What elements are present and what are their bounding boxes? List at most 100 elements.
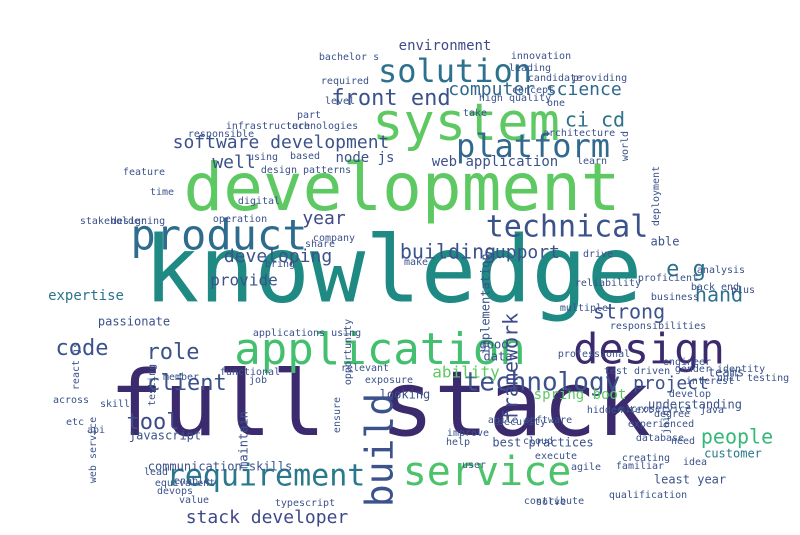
- word-value: value: [179, 495, 209, 506]
- word-need: need: [671, 436, 695, 447]
- word-leading: leading: [509, 63, 551, 74]
- word-good: good: [480, 338, 509, 352]
- word-able: able: [651, 235, 680, 249]
- word-test-driven: test driven: [604, 366, 670, 377]
- word-javascript: javascript: [129, 429, 201, 443]
- word-degree: degree: [654, 409, 690, 420]
- word-agile: agile: [571, 462, 601, 473]
- word-gender-identity: gender identity: [675, 364, 765, 375]
- word-proficient: proficient: [638, 273, 698, 284]
- word-professional: professional: [558, 349, 630, 360]
- word-system: system: [372, 93, 560, 153]
- word-equivalent: equivalent: [155, 478, 215, 489]
- word-multiple: multiple: [560, 303, 608, 314]
- word-join: join: [661, 410, 672, 434]
- word-develop: develop: [669, 389, 711, 400]
- word-job: job: [249, 375, 267, 386]
- word-digital: digital: [238, 196, 280, 207]
- word-candidate: candidate: [528, 73, 582, 84]
- word-computer-science: computer science: [448, 79, 621, 100]
- word-experienced: experienced: [628, 419, 694, 430]
- word-etc: etc: [66, 417, 84, 428]
- word-deployment: deployment: [651, 166, 662, 226]
- word-framework: framework: [499, 313, 523, 421]
- word-help: help: [446, 437, 470, 448]
- word-improve: improve: [447, 428, 489, 439]
- word-enable: enable: [174, 476, 210, 487]
- word-based: based: [290, 151, 320, 162]
- word-take: take: [463, 108, 487, 119]
- word-ability: ability: [432, 363, 500, 382]
- word-share: share: [305, 239, 335, 250]
- word-java: java: [700, 405, 724, 416]
- word-application: application: [234, 324, 525, 375]
- word-providing: providing: [573, 73, 627, 84]
- word-front-end: front end: [331, 86, 450, 111]
- word-required: required: [321, 76, 369, 87]
- word-member: member: [163, 372, 199, 383]
- word-understanding: understanding: [648, 398, 742, 412]
- word-bachelor-s: bachelor s: [319, 52, 379, 63]
- word-knowledge: knowledge: [144, 216, 643, 323]
- word-stack-developer: stack developer: [186, 507, 349, 528]
- word-architecture: architecture: [543, 128, 615, 139]
- word-code: code: [56, 336, 109, 361]
- word-across: across: [53, 395, 89, 406]
- word-analysis: analysis: [697, 265, 745, 276]
- word-applications-using: applications using: [253, 328, 361, 339]
- word-full-stack: full stack: [109, 352, 651, 457]
- word-data: data: [484, 350, 513, 364]
- word-business: business: [651, 292, 699, 303]
- word-provide: provide: [210, 271, 277, 290]
- word-innovation: innovation: [511, 51, 571, 62]
- word-spring-boot: spring boot: [534, 387, 627, 403]
- word-environment: environment: [399, 38, 492, 54]
- word-typescript: typescript: [275, 498, 335, 509]
- word-building: building: [400, 240, 496, 264]
- word-hidden-text: hidden text: [587, 405, 653, 416]
- word-looking: looking: [380, 388, 431, 402]
- word-developing: developing: [224, 246, 332, 267]
- word-well: well: [212, 152, 255, 173]
- word-reliability: reliability: [575, 278, 641, 289]
- word-customer: customer: [704, 447, 762, 461]
- word-skill: skill: [100, 399, 130, 410]
- word-tool: tool: [127, 410, 180, 435]
- word-part: part: [297, 110, 321, 121]
- word-concept: concept: [512, 85, 554, 96]
- word-ci-cd: ci cd: [565, 108, 625, 132]
- word-operation: operation: [213, 214, 267, 225]
- word-level: level: [325, 96, 355, 107]
- word-least-year: least year: [654, 473, 726, 487]
- word-microservice: microservice: [619, 404, 691, 415]
- word-stakeholder: stakeholder: [80, 216, 146, 227]
- word-teams: teams: [708, 366, 744, 380]
- word-lead: lead: [144, 467, 168, 478]
- word-contribute: contribute: [524, 496, 584, 507]
- word-creating: creating: [622, 453, 670, 464]
- word-e-g: e g: [666, 257, 706, 282]
- word-implementation: implementation: [479, 253, 493, 354]
- word-project: project: [633, 373, 709, 394]
- word-best-practices: best practices: [492, 436, 593, 450]
- word-client: client: [147, 371, 226, 396]
- word-idea: idea: [683, 457, 707, 468]
- word-platform: platform: [456, 127, 610, 165]
- word-product: product: [130, 211, 307, 260]
- word-one: one: [547, 98, 565, 109]
- word-software-development: software development: [173, 132, 390, 153]
- word-plus: plus: [731, 285, 755, 296]
- word-web-service: web service: [88, 417, 99, 483]
- word-design: design: [573, 325, 725, 374]
- word-drive: drive: [583, 249, 613, 260]
- word-solve: solve: [536, 497, 566, 508]
- word-technology: technology: [464, 368, 621, 398]
- word-technologies: technologies: [286, 121, 358, 132]
- word-responsibilities: responsibilities: [610, 321, 706, 332]
- word-communication-skills: communication skills: [148, 460, 293, 474]
- word-react-js: react js: [71, 342, 82, 390]
- word-design-patterns: design patterns: [261, 165, 351, 176]
- word-world: world: [620, 131, 631, 161]
